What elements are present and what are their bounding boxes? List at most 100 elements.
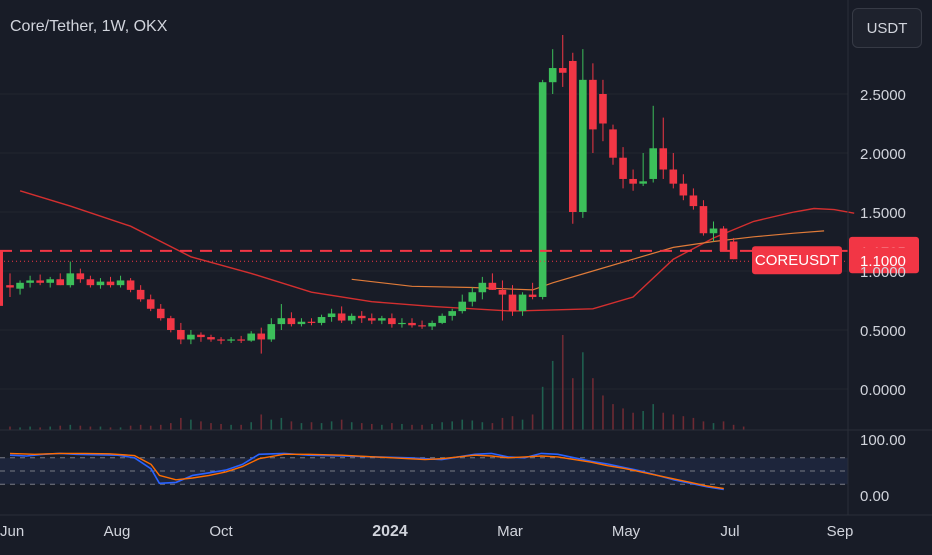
candle-body bbox=[146, 299, 155, 309]
rsi-panel: 100.00 0.00 bbox=[0, 432, 906, 505]
candle-body bbox=[36, 280, 44, 283]
volume-bar bbox=[59, 425, 62, 430]
candle-body bbox=[488, 282, 497, 290]
volume-bars bbox=[9, 335, 745, 430]
candle bbox=[126, 278, 135, 293]
candle bbox=[669, 153, 678, 189]
candle bbox=[86, 275, 95, 288]
volume-bar bbox=[350, 422, 353, 430]
candle bbox=[388, 313, 396, 328]
candle-body bbox=[86, 279, 95, 286]
candle bbox=[66, 261, 75, 288]
candle-body bbox=[719, 228, 728, 251]
candle bbox=[649, 105, 657, 183]
candle bbox=[187, 330, 195, 345]
volume-bar bbox=[551, 360, 554, 430]
candle-body bbox=[187, 334, 195, 340]
volume-bar bbox=[471, 420, 474, 430]
volume-bar bbox=[431, 423, 433, 430]
candle bbox=[237, 335, 245, 343]
candle bbox=[207, 334, 215, 342]
candle bbox=[167, 315, 175, 333]
candle-body bbox=[729, 241, 738, 260]
candle bbox=[337, 306, 346, 323]
candle-body bbox=[277, 318, 286, 325]
candles bbox=[6, 35, 738, 354]
volume-bar bbox=[381, 424, 383, 430]
currency-unit-button[interactable]: USDT bbox=[852, 8, 922, 48]
volume-bar bbox=[692, 417, 695, 430]
candle-body bbox=[508, 294, 517, 312]
candle-body bbox=[156, 308, 165, 319]
volume-bar bbox=[682, 416, 685, 430]
volume-bar bbox=[190, 419, 192, 430]
volume-bar bbox=[230, 424, 232, 430]
candle-body bbox=[56, 279, 65, 286]
volume-bar bbox=[39, 427, 41, 430]
y-tick-label: 0.0000 bbox=[860, 382, 906, 399]
candle-body bbox=[579, 79, 587, 212]
volume-bar bbox=[290, 421, 293, 430]
volume-bar bbox=[491, 423, 494, 430]
volume-bar bbox=[722, 421, 725, 430]
volume-bar bbox=[250, 422, 252, 430]
candle-body bbox=[6, 285, 14, 288]
candle-body bbox=[548, 68, 557, 83]
candle-body bbox=[689, 195, 698, 207]
candle bbox=[106, 276, 115, 288]
volume-bar bbox=[119, 427, 122, 430]
candle bbox=[227, 337, 235, 343]
candle bbox=[569, 52, 577, 224]
candle-body bbox=[669, 169, 678, 184]
candle-body bbox=[679, 183, 688, 196]
candle bbox=[729, 237, 738, 260]
candle bbox=[297, 318, 306, 327]
volume-bar bbox=[592, 378, 594, 430]
candle bbox=[689, 188, 698, 210]
volume-bar bbox=[531, 414, 534, 430]
candle bbox=[508, 285, 517, 316]
volume-bar bbox=[391, 423, 393, 430]
candle-body bbox=[649, 148, 657, 179]
candle bbox=[156, 304, 165, 321]
candle-body bbox=[76, 273, 85, 280]
volume-bar bbox=[561, 335, 564, 430]
candle-body bbox=[237, 339, 245, 341]
volume-bar bbox=[672, 414, 675, 430]
candle bbox=[488, 273, 497, 290]
candle-body bbox=[558, 68, 567, 73]
candle-body bbox=[428, 322, 436, 327]
x-tick-label: Mar bbox=[497, 523, 523, 540]
y-tick-label: 0.5000 bbox=[860, 323, 906, 340]
candle bbox=[518, 292, 527, 316]
candle-body bbox=[267, 324, 276, 340]
candle-body bbox=[609, 129, 617, 158]
candle bbox=[659, 117, 668, 179]
candle bbox=[398, 318, 406, 328]
candle bbox=[589, 63, 597, 153]
volume-bar bbox=[441, 422, 443, 430]
candle bbox=[378, 315, 386, 325]
candle-body bbox=[177, 330, 185, 340]
symbol-tag-label: COREUSDT bbox=[755, 252, 839, 269]
rsi-y-tick-label: 100.00 bbox=[860, 432, 906, 449]
candle bbox=[528, 282, 537, 300]
candle-body bbox=[287, 318, 296, 325]
candle bbox=[408, 318, 416, 328]
candle bbox=[458, 294, 467, 314]
volume-bar bbox=[702, 421, 705, 430]
candle-body bbox=[357, 315, 366, 319]
volume-bar bbox=[29, 426, 31, 430]
volume-bar bbox=[129, 425, 132, 430]
candle bbox=[619, 147, 627, 189]
candle-body bbox=[659, 148, 668, 170]
candle bbox=[438, 313, 446, 325]
candle-body bbox=[247, 333, 255, 341]
ma-orange-line bbox=[351, 230, 825, 291]
candle-body bbox=[327, 313, 336, 318]
candle bbox=[538, 79, 547, 300]
volume-bar bbox=[99, 426, 102, 430]
candle-body bbox=[518, 294, 527, 312]
